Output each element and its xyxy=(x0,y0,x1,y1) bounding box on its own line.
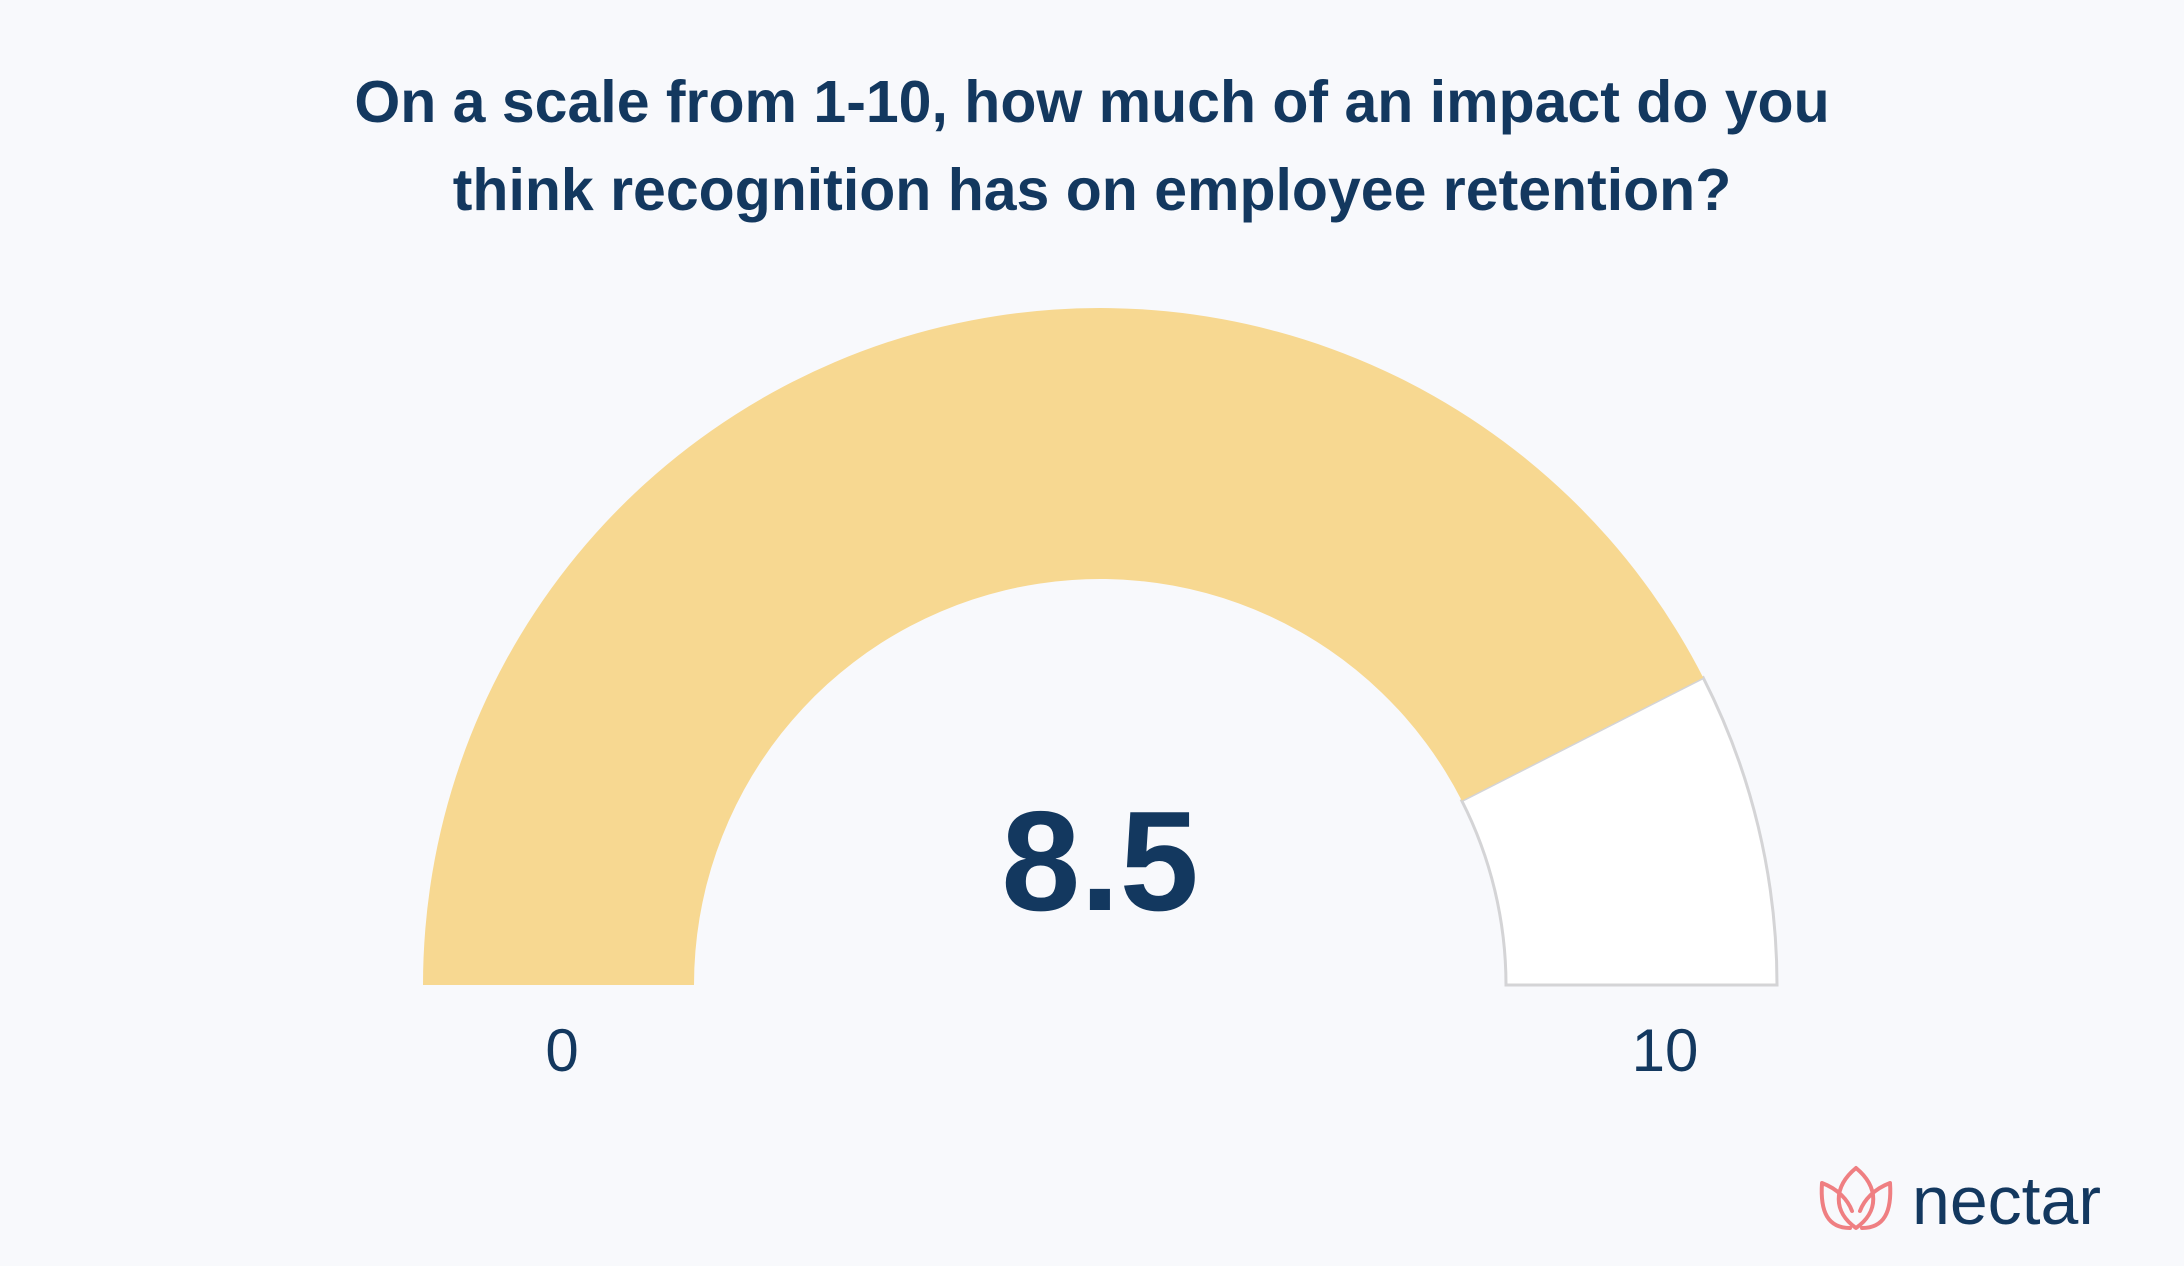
lotus-petal-left xyxy=(1819,1181,1854,1230)
gauge-min-label: 0 xyxy=(545,1017,578,1084)
nectar-logo: nectar xyxy=(1819,1163,2101,1239)
brand-name: nectar xyxy=(1912,1163,2101,1239)
chart-title-line-1: On a scale from 1-10, how much of an imp… xyxy=(354,69,1830,135)
lotus-petal-center xyxy=(1836,1166,1876,1230)
chart-title: On a scale from 1-10, how much of an imp… xyxy=(142,58,2042,234)
gauge-fill xyxy=(423,308,1704,985)
gauge-max-label: 10 xyxy=(1632,1017,1699,1084)
gauge-value-label: 8.5 xyxy=(1001,782,1198,941)
gauge-track xyxy=(1459,675,1779,987)
lotus-petal-right xyxy=(1858,1181,1893,1230)
chart-title-line-2: think recognition has on employee retent… xyxy=(452,157,1732,223)
lotus-icon xyxy=(1819,1166,1893,1230)
